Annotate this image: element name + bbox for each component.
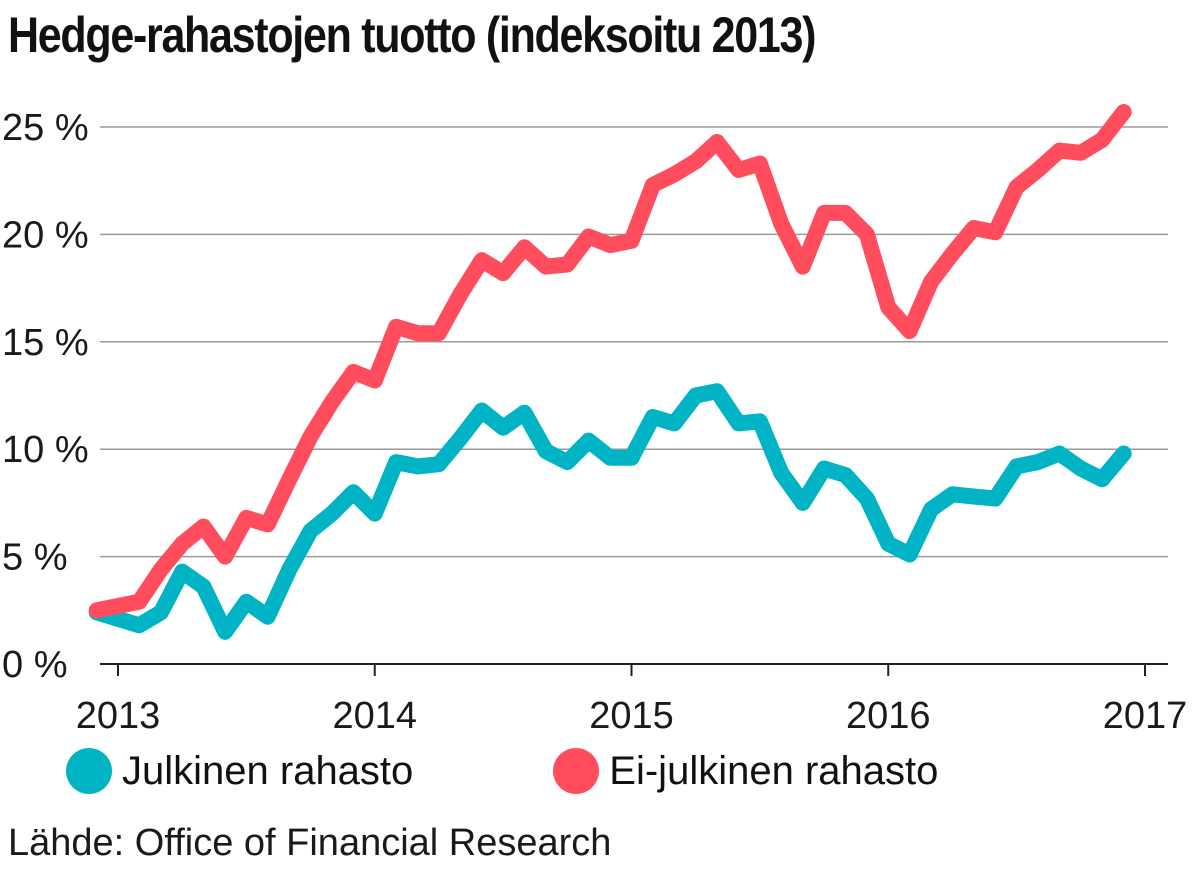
series-line-private <box>88 104 1132 619</box>
y-tick-label: 15 % <box>2 322 89 364</box>
legend-item-private: Ei-julkinen rahasto <box>553 748 938 794</box>
x-tick-label: 2015 <box>589 695 674 737</box>
source-note: Lähde: Office of Financial Research <box>8 822 612 864</box>
y-tick-label: 10 % <box>2 429 89 471</box>
y-tick-label: 25 % <box>2 107 89 149</box>
x-axis-ticks: 2013 2014 2015 2016 2017 <box>76 664 1188 737</box>
x-tick-label: 2013 <box>76 695 161 737</box>
legend: Julkinen rahasto Ei-julkinen rahasto <box>66 748 938 794</box>
legend-dot-private <box>553 748 600 794</box>
y-axis-tick-labels: 0 % 5 % 10 % 15 % 20 % 25 % <box>2 107 89 686</box>
chart-title: Hedge-rahastojen tuotto (indeksoitu 2013… <box>8 7 817 63</box>
legend-item-public: Julkinen rahasto <box>66 748 413 794</box>
series-line-public <box>88 383 1132 640</box>
legend-label-public: Julkinen rahasto <box>122 748 414 793</box>
x-tick-label: 2016 <box>846 695 931 737</box>
legend-dot-public <box>66 748 112 794</box>
legend-label-private: Ei-julkinen rahasto <box>609 748 939 793</box>
x-tick-label: 2017 <box>1103 695 1188 737</box>
y-tick-label: 5 % <box>2 537 67 579</box>
series-lines <box>88 104 1132 640</box>
y-tick-label: 20 % <box>2 214 89 256</box>
y-tick-label: 0 % <box>2 644 67 686</box>
x-tick-label: 2014 <box>332 695 417 737</box>
